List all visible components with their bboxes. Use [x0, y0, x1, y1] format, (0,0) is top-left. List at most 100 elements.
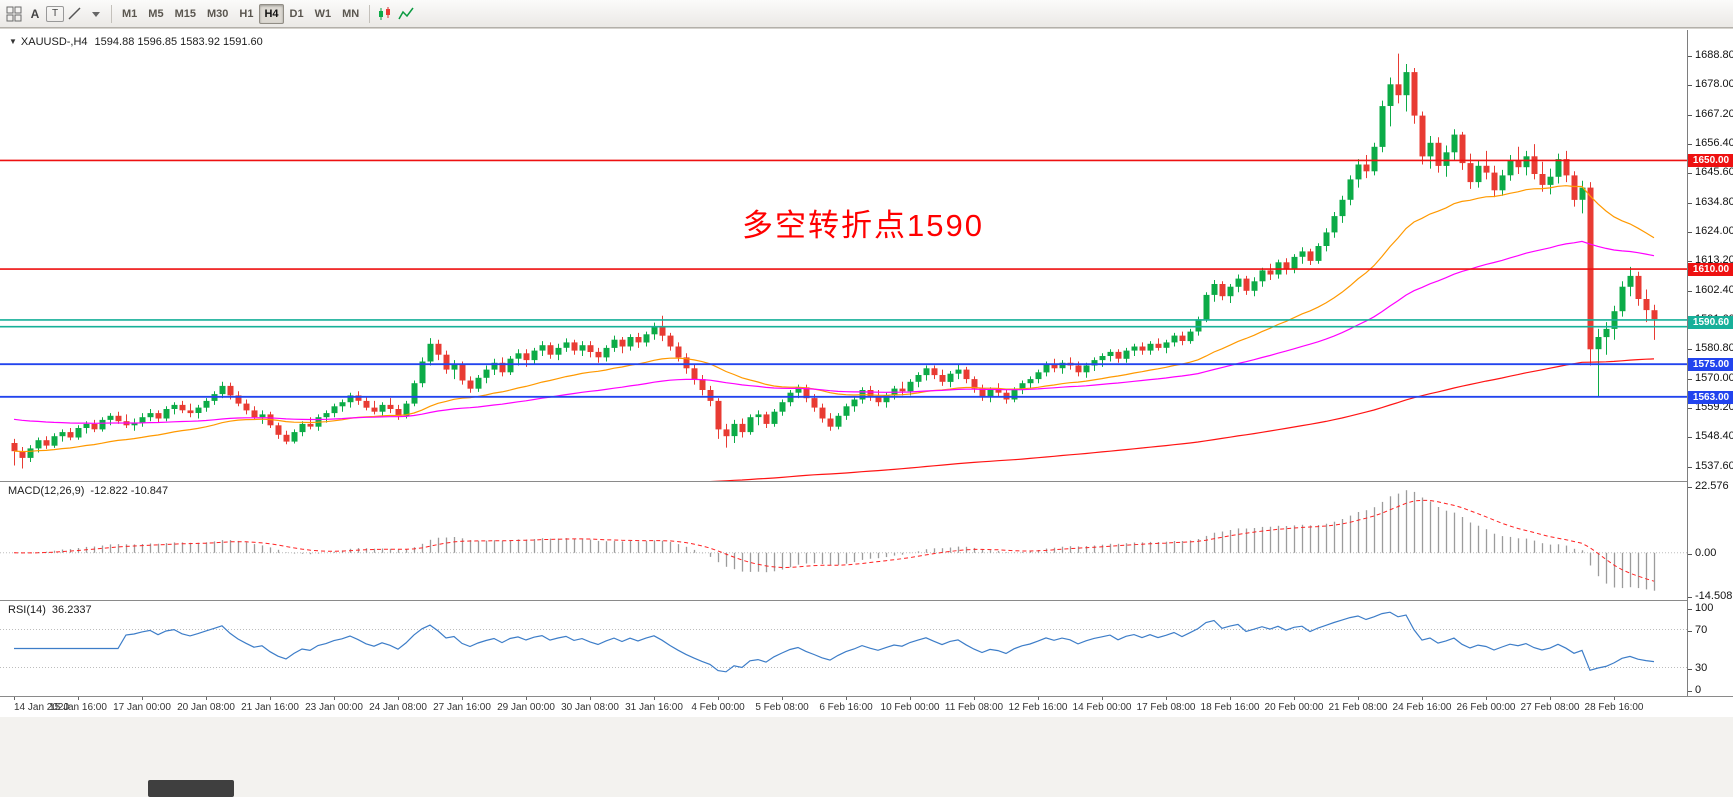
- scale-tick-mark: [1688, 691, 1692, 692]
- time-tick-mark: [910, 697, 911, 700]
- rsi-value: 36.2337: [51, 604, 92, 616]
- rsi-label: RSI(14): [8, 604, 46, 616]
- timeframe-toolbar: M1 M5 M15 M30 H1 H4 D1 W1 MN: [117, 3, 364, 24]
- time-tick-mark: [206, 697, 207, 700]
- time-tick-mark: [974, 697, 975, 700]
- time-label: 20 Feb 00:00: [1264, 702, 1324, 713]
- time-tick-mark: [1038, 697, 1039, 700]
- time-label: 21 Jan 16:00: [241, 702, 299, 713]
- time-label: 11 Feb 08:00: [944, 702, 1004, 713]
- time-tick-mark: [78, 697, 79, 700]
- rsi-readout: RSI(14) 36.2337: [8, 604, 98, 616]
- bottom-strip: [0, 717, 1733, 797]
- macd-histogram: [21, 490, 1656, 591]
- time-tick-mark: [654, 697, 655, 700]
- time-tick-mark: [1294, 697, 1295, 700]
- scale-tick-mark: [1688, 437, 1692, 439]
- rsi-panel[interactable]: RSI(14) 36.2337: [0, 601, 1687, 696]
- scale-tick: 1645.60: [1695, 166, 1733, 179]
- scale-tick-mark: [1688, 408, 1692, 410]
- macd-panel[interactable]: MACD(12,26,9) -12.822 -10.847: [0, 482, 1687, 600]
- scale-tick: 1613.20: [1695, 254, 1733, 267]
- timeframe-h4[interactable]: H4: [259, 3, 284, 24]
- timeframe-mn[interactable]: MN: [342, 7, 360, 20]
- scale-tick-mark: [1688, 232, 1692, 234]
- time-label: 15 Jan 16:00: [49, 702, 107, 713]
- time-tick-mark: [1166, 697, 1167, 700]
- timeframe-h1[interactable]: H1: [239, 7, 254, 20]
- scale-tick-mark: [1688, 596, 1692, 598]
- draw-tools-dropdown-icon[interactable]: [86, 4, 106, 24]
- time-label: 17 Jan 00:00: [113, 702, 171, 713]
- scale-tick-mark: [1688, 290, 1692, 292]
- timeframe-w1[interactable]: W1: [314, 7, 332, 20]
- time-label: 20 Jan 08:00: [177, 702, 235, 713]
- chart-objects-icon[interactable]: [375, 4, 395, 24]
- time-tick-mark: [1614, 697, 1615, 700]
- trendline-tool-icon[interactable]: [65, 4, 85, 24]
- time-axis[interactable]: 14 Jan 2020 15 Jan 16:00 17 Jan 00:00 20 Ja…: [0, 697, 1733, 717]
- windows-grid-icon[interactable]: [4, 4, 24, 24]
- scale-tick: 1667.20: [1695, 107, 1733, 120]
- text-label-tool-icon[interactable]: T: [46, 5, 64, 22]
- time-tick-mark: [1486, 697, 1487, 700]
- toolbar-separator: [111, 4, 112, 23]
- rsi-surface: [0, 611, 1687, 673]
- scale-tick-mark: [1688, 553, 1692, 555]
- time-label: 14 Jan 2020: [14, 702, 70, 713]
- scale-tick-mark: [1688, 144, 1692, 146]
- time-label: 27 Jan 16:00: [433, 702, 491, 713]
- time-label: 28 Feb 16:00: [1584, 702, 1644, 713]
- macd-label: MACD(12,26,9): [8, 485, 85, 497]
- scale-tick-mark: [1688, 466, 1692, 468]
- taskbar-item[interactable]: [148, 780, 234, 797]
- time-tick-mark: [1358, 697, 1359, 700]
- time-label: 30 Jan 08:00: [561, 702, 619, 713]
- time-label: 24 Feb 16:00: [1392, 702, 1452, 713]
- time-label: 6 Feb 16:00: [819, 702, 873, 713]
- timeframe-m30[interactable]: M30: [206, 7, 229, 20]
- scale-tick: 1548.40: [1695, 430, 1733, 443]
- macd-signal-line: [13, 499, 1655, 582]
- price-panel[interactable]: ▼ XAUUSD-,H4 1594.88 1596.85 1583.92 1591.…: [0, 30, 1687, 481]
- symbol-collapse-icon[interactable]: ▼: [9, 37, 17, 46]
- timeframe-m5[interactable]: M5: [148, 7, 164, 20]
- price-scale[interactable]: 1688.80 1678.00 1667.20 1656.40 1645.60 1634.…: [1687, 30, 1733, 696]
- rsi-line: [14, 611, 1655, 673]
- macd-readout: MACD(12,26,9) -12.822 -10.847: [8, 485, 174, 497]
- timeframe-m15[interactable]: M15: [174, 7, 196, 20]
- panel-separator[interactable]: [0, 600, 1733, 601]
- scale-tick: 0.00: [1695, 546, 1717, 559]
- panel-separator: [0, 696, 1733, 697]
- scale-tick: 1656.40: [1695, 137, 1733, 150]
- price-level-label: 1590.60: [1688, 315, 1733, 329]
- time-label: 4 Feb 00:00: [691, 702, 745, 713]
- chart-tools-group: [375, 4, 416, 24]
- time-tick-mark: [1550, 697, 1551, 700]
- main-chart-surface[interactable]: [0, 30, 1687, 481]
- chart-window: ▼ XAUUSD-,H4 1594.88 1596.85 1583.92 1591.…: [0, 29, 1733, 797]
- time-label: 18 Feb 16:00: [1200, 702, 1260, 713]
- scale-tick-mark: [1688, 630, 1692, 632]
- time-label: 14 Feb 00:00: [1072, 702, 1132, 713]
- scale-tick: -14.508: [1695, 589, 1733, 602]
- indicators-list-icon[interactable]: [396, 4, 416, 24]
- scale-tick: 1602.40: [1695, 283, 1733, 296]
- scale-tick-mark: [1688, 261, 1692, 263]
- scale-tick: 100: [1695, 602, 1714, 614]
- time-tick-mark: [1422, 697, 1423, 700]
- cursor-tool-icon[interactable]: A: [30, 6, 40, 21]
- scale-tick: 1624.00: [1695, 225, 1733, 238]
- timeframe-d1[interactable]: D1: [289, 7, 304, 20]
- panel-separator[interactable]: [0, 481, 1733, 482]
- time-label: 24 Jan 08:00: [369, 702, 427, 713]
- price-level-label: 1575.00: [1688, 358, 1733, 372]
- scale-tick: 30: [1695, 661, 1708, 674]
- scale-tick-mark: [1688, 668, 1692, 670]
- time-label: 10 Feb 00:00: [880, 702, 940, 713]
- symbol-period-label: XAUUSD-,H4: [20, 36, 88, 48]
- timeframe-m1[interactable]: M1: [122, 7, 138, 20]
- time-label: 12 Feb 16:00: [1008, 702, 1068, 713]
